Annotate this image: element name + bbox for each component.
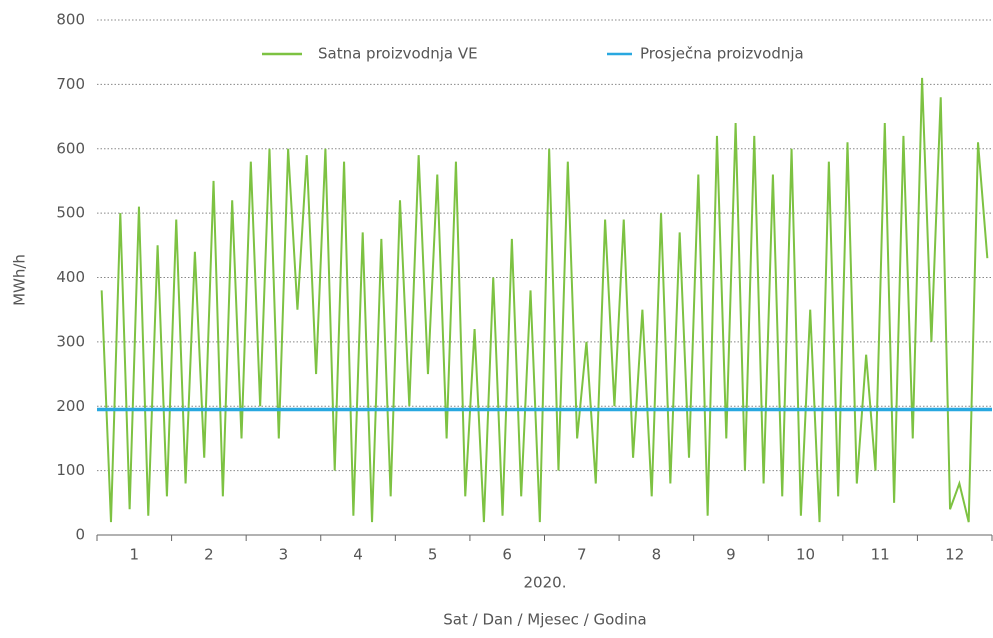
x-axis-label: 2020. [524,574,567,592]
x-tick-label: 1 [130,546,140,564]
y-tick-label: 700 [56,75,85,93]
legend-label: Prosječna proizvodnja [640,45,804,63]
y-tick-label: 500 [56,204,85,222]
x-tick-label: 12 [945,546,964,564]
x-tick-label: 8 [652,546,662,564]
y-axis-label: MWh/h [11,254,29,306]
y-tick-label: 800 [56,11,85,29]
y-tick-label: 400 [56,268,85,286]
y-tick-label: 100 [56,461,85,479]
x-tick-label: 10 [796,546,815,564]
x-axis-sublabel: Sat / Dan / Mjesec / Godina [443,611,646,629]
y-tick-label: 600 [56,139,85,157]
y-tick-label: 0 [75,526,85,544]
y-tick-label: 200 [56,397,85,415]
x-tick-label: 7 [577,546,587,564]
x-tick-label: 2 [204,546,214,564]
x-tick-label: 5 [428,546,438,564]
series-line [100,77,989,523]
y-tick-label: 300 [56,332,85,350]
x-tick-label: 3 [279,546,289,564]
x-tick-label: 4 [353,546,363,564]
x-tick-label: 9 [726,546,736,564]
x-tick-label: 6 [502,546,512,564]
x-tick-label: 11 [871,546,890,564]
legend-label: Satna proizvodnja VE [318,45,478,63]
